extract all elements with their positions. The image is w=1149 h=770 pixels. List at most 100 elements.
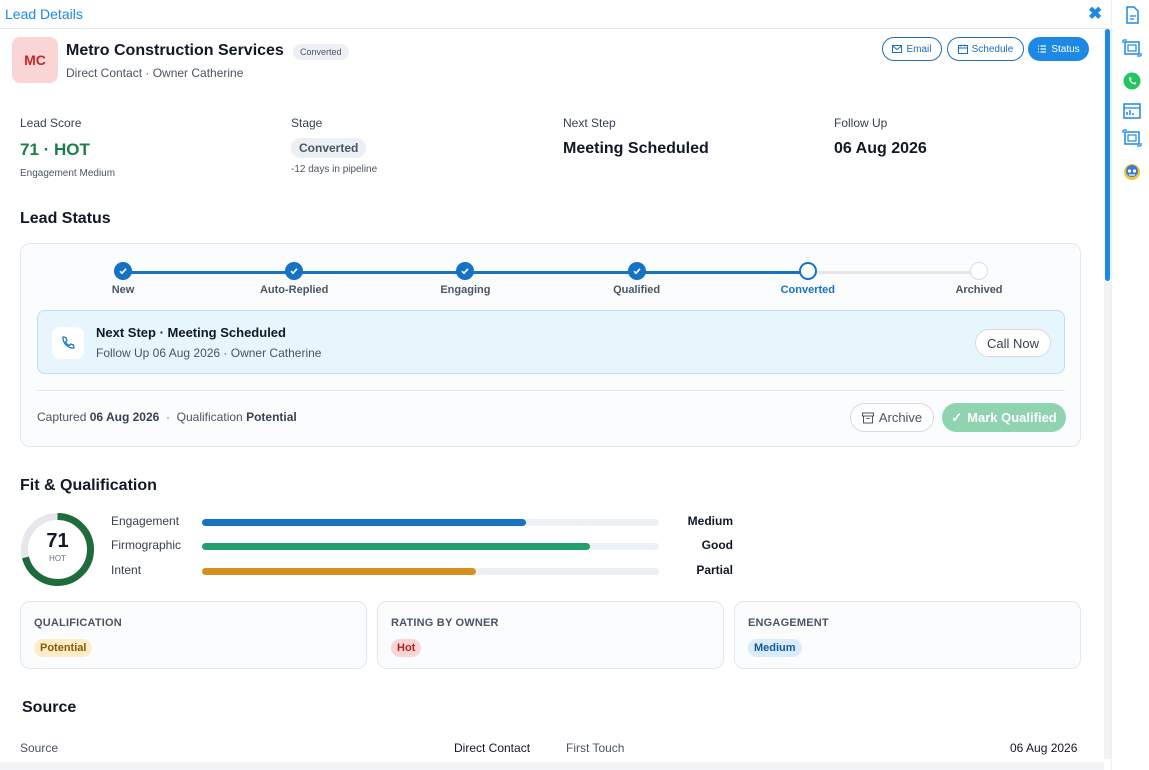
gauge-label: HOT [49, 554, 66, 563]
step-label: Archived [955, 284, 1003, 296]
separator: · [162, 410, 174, 424]
whatsapp-icon[interactable] [1122, 71, 1142, 91]
right-rail [1111, 0, 1149, 770]
divider [37, 390, 1065, 391]
metric-label: Lead Score [20, 116, 82, 130]
metric-sub: Engagement Medium [20, 168, 116, 179]
qualification-value: Potential [246, 410, 297, 424]
lead-status-card: New Auto-Replied Engaging Qualified Converte… [20, 243, 1081, 447]
phone-icon [52, 327, 84, 359]
step-label: New [111, 284, 135, 296]
fit-bar-intent: Intent Partial [111, 562, 741, 578]
gauge-score: 71 [46, 530, 69, 552]
schedule-button[interactable]: Schedule [947, 37, 1024, 61]
step-label: Engaging [440, 284, 491, 296]
status-step[interactable]: Auto-Replied [234, 262, 354, 296]
check-icon: ✓ [951, 409, 963, 425]
bar-fill [202, 543, 591, 550]
lead-subtitle: Direct Contact · Owner Catherine [66, 66, 244, 80]
source-title: Source [22, 699, 77, 716]
bar-fill [202, 519, 527, 526]
vertical-scrollbar[interactable] [1104, 29, 1111, 759]
email-button[interactable]: Email [882, 37, 942, 61]
metric-label: Stage [291, 116, 323, 130]
status-step[interactable]: New [63, 262, 183, 296]
bar-label: Engagement [111, 514, 180, 528]
metric-label: Follow Up [834, 116, 888, 130]
card-title: ENGAGEMENT [748, 617, 829, 629]
step-label: Converted [780, 284, 835, 296]
bar-label: Firmographic [111, 538, 182, 552]
status-step[interactable]: Qualified [577, 262, 697, 296]
fit-bar-firmographic: Firmographic Good [111, 537, 741, 553]
bar-track [202, 519, 659, 526]
card-title: RATING BY OWNER [391, 617, 499, 629]
bar-label: Intent [111, 563, 142, 577]
card-badge: Potential [34, 639, 93, 657]
stage-pill: Converted [291, 138, 367, 158]
lead-score-value: 71 · HOT [20, 140, 90, 159]
bar-track [202, 543, 659, 550]
step-label: Auto-Replied [259, 284, 329, 296]
frame-icon[interactable] [1122, 128, 1142, 148]
status-step[interactable]: Engaging [405, 262, 525, 296]
source-value: Direct Contact [454, 741, 531, 755]
card-title: QUALIFICATION [34, 617, 122, 629]
top-bar: Lead Details ✖ [0, 0, 1110, 29]
progress-track [636, 271, 808, 274]
document-icon[interactable] [1122, 5, 1142, 25]
archive-label: Archive [878, 410, 923, 425]
engagement-card: ENGAGEMENT Medium [734, 601, 1081, 669]
archive-button[interactable]: Archive [850, 403, 934, 432]
status-step[interactable]: Converted [748, 262, 868, 296]
archive-icon [861, 412, 874, 423]
step-dot [798, 262, 817, 280]
close-icon[interactable]: ✖ [1088, 4, 1103, 23]
lead-status-title: Lead Status [20, 210, 111, 227]
card-badge: Hot [391, 639, 422, 657]
fit-title: Fit & Qualification [20, 477, 157, 494]
calendar-icon [957, 44, 968, 54]
captured-date: 06 Aug 2026 [89, 410, 160, 424]
qualification-label: Qualification [176, 410, 243, 424]
status-label: Status [1051, 43, 1080, 55]
metric-lead-score: Lead Score 71 · HOT Engagement Medium [20, 116, 115, 179]
metric-label: Next Step [563, 116, 616, 130]
first-touch-label: First Touch [566, 741, 625, 755]
call-now-button[interactable]: Call Now [975, 329, 1051, 357]
progress-track [807, 271, 979, 274]
captured-info: Captured 06 Aug 2026 · Qualification Pot… [37, 410, 297, 424]
next-step-title: Next Step · Meeting Scheduled [96, 325, 286, 340]
mark-qualified-label: Mark Qualified [967, 410, 1057, 425]
status-step[interactable]: Archived [919, 262, 1039, 296]
bot-icon[interactable] [1122, 161, 1142, 181]
mark-qualified-button[interactable]: ✓ Mark Qualified [942, 403, 1066, 432]
next-step-box: Next Step · Meeting Scheduled Follow Up … [37, 310, 1065, 374]
progress-track [294, 271, 466, 274]
next-step-detail: Follow Up 06 Aug 2026 · Owner Catherine [96, 346, 322, 360]
progress-track [123, 271, 295, 274]
lead-name: Metro Construction Services [66, 42, 284, 59]
status-button[interactable]: Status [1028, 37, 1089, 61]
analytics-icon[interactable] [1122, 101, 1142, 121]
captured-label: Captured [37, 410, 87, 424]
bar-value: Medium [687, 514, 733, 528]
frame-icon[interactable] [1122, 38, 1142, 58]
rating-card: RATING BY OWNER Hot [377, 601, 724, 669]
source-label: Source [20, 741, 59, 755]
check-icon [456, 262, 475, 280]
window-title: Lead Details [5, 6, 83, 22]
score-gauge: 71 HOT [19, 511, 96, 588]
list-icon [1038, 45, 1047, 53]
fit-bar-engagement: Engagement Medium [111, 513, 741, 529]
horizontal-scrollbar[interactable] [0, 762, 1104, 770]
scrollbar-thumb[interactable] [1105, 29, 1110, 281]
qualification-card: QUALIFICATION Potential [20, 601, 367, 669]
first-touch-value: 06 Aug 2026 [1010, 741, 1078, 755]
email-label: Email [906, 43, 932, 55]
next-step-value: Meeting Scheduled [563, 140, 709, 157]
check-icon [114, 262, 132, 280]
metric-next-step: Next Step Meeting Scheduled [563, 116, 709, 158]
check-icon [627, 262, 646, 280]
metric-follow-up: Follow Up 06 Aug 2026 [834, 116, 927, 158]
